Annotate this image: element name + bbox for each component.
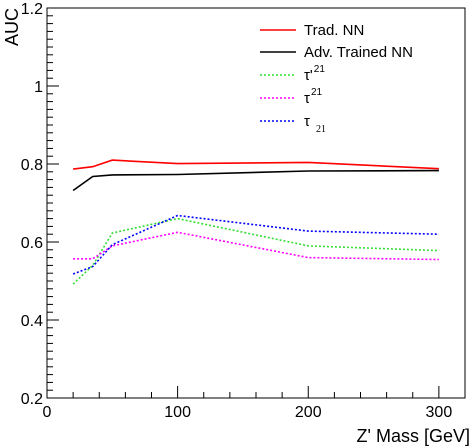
plot-frame: [46, 7, 466, 399]
y-tick-label: 0.6: [21, 235, 43, 252]
x-tick-label: 300: [426, 404, 453, 421]
legend-label: τ21: [304, 87, 322, 107]
y-tick-label: 0.4: [21, 313, 43, 330]
axes: 0 100 200 300 0.2 0.4 0.6 0.8 1 1.2: [21, 1, 466, 421]
legend-superscript: 21: [311, 87, 323, 98]
x-axis-label: Z' Mass [GeV]: [357, 426, 470, 446]
y-axis-label: AUC: [2, 8, 22, 46]
legend-label: Adv. Trained NN: [304, 44, 413, 61]
x-tick-label: 100: [164, 404, 191, 421]
legend-item-5: τ 21: [260, 113, 326, 135]
series-line-4: [73, 231, 439, 261]
y-tick-label: 0.2: [21, 391, 43, 408]
series-line-2: [72, 169, 439, 192]
legend-label: τ'21: [304, 64, 325, 84]
legend-subscript: 21: [316, 124, 326, 135]
legend-label: Trad. NN: [304, 22, 364, 39]
legend-superscript: 21: [314, 64, 326, 75]
series-lines: [72, 159, 439, 285]
series-line-3: [72, 217, 439, 285]
series-line-5: [72, 214, 439, 275]
legend-item-3: τ'21: [260, 64, 325, 84]
legend-item-1: Trad. NN: [260, 22, 364, 39]
legend-label: τ: [304, 113, 310, 130]
y-tick-label: 1.2: [21, 1, 43, 18]
y-tick-label: 0.8: [21, 157, 43, 174]
series-line-1: [73, 159, 439, 170]
legend-item-2: Adv. Trained NN: [260, 44, 413, 61]
x-tick-label: 200: [295, 404, 322, 421]
legend-item-4: τ21: [260, 87, 322, 107]
x-tick-label: 0: [43, 404, 52, 421]
y-tick-label: 1: [34, 79, 43, 96]
